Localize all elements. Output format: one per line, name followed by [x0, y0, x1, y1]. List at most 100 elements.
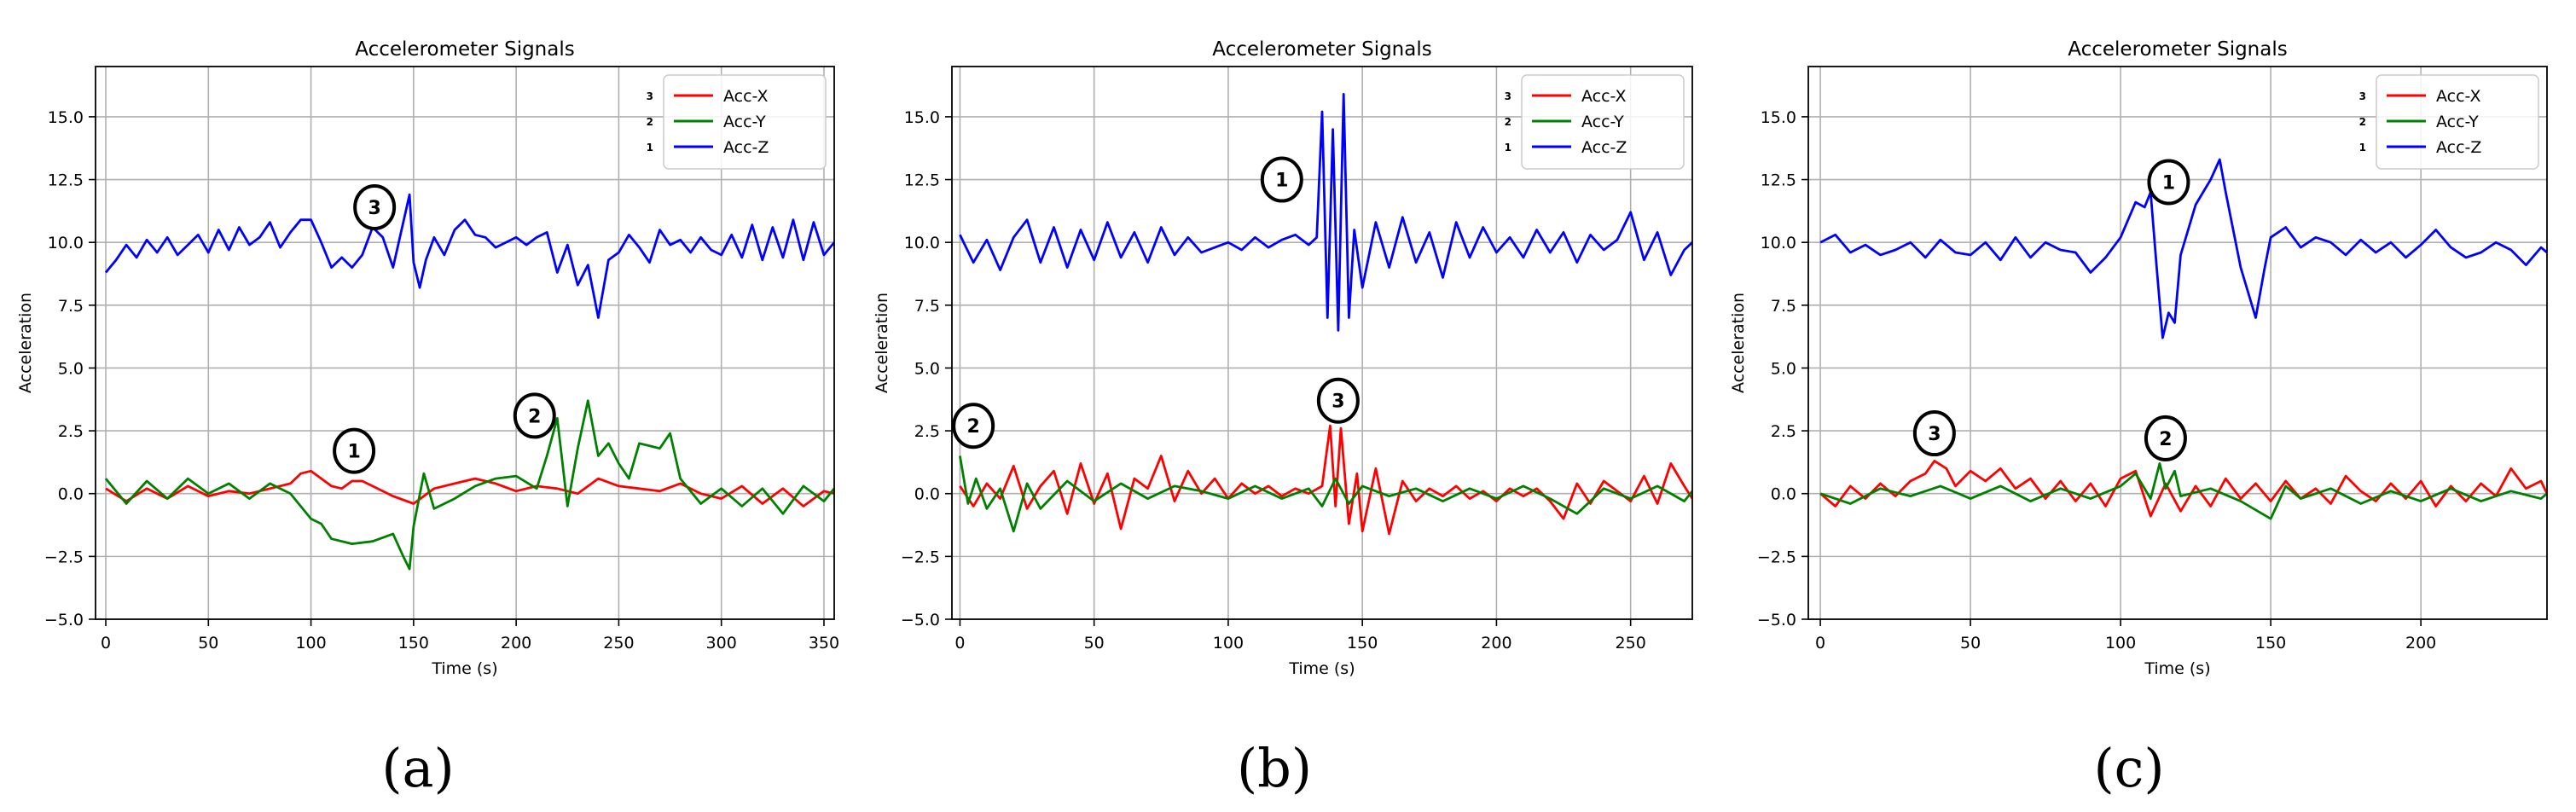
series-line-acc-z: [104, 193, 834, 319]
series-line-acc-y: [959, 455, 1692, 533]
series-line-acc-y: [1819, 462, 2547, 520]
y-tick-label: 0.0: [1771, 485, 1796, 504]
x-axis-label: Time (s): [2144, 659, 2210, 678]
y-tick-label: −2.5: [901, 548, 940, 566]
y-tick-label: 7.5: [914, 297, 940, 316]
annotation-circle: [2147, 159, 2190, 206]
annotation-number: 3: [368, 198, 380, 219]
x-tick-label: 0: [954, 634, 965, 652]
y-tick-label: 5.0: [914, 359, 940, 378]
y-tick-label: 2.5: [58, 422, 84, 441]
annotation-number: 3: [1332, 392, 1344, 413]
legend-label-acc-x: Acc-X: [1581, 87, 1626, 106]
annotation-circle: [513, 392, 556, 439]
y-tick-label: 7.5: [58, 297, 84, 316]
x-axis-label: Time (s): [1288, 659, 1355, 678]
x-tick-label: 0: [101, 634, 111, 652]
series-line-acc-x: [959, 424, 1692, 536]
annotation-marker-1: 1: [1260, 156, 1303, 203]
legend: 3 Acc-X 2 Acc-Y 1 Acc-Z: [647, 74, 827, 170]
annotation-marker-1: 1: [2147, 159, 2190, 206]
y-tick-label: −2.5: [44, 548, 84, 566]
plot-frame: [1807, 66, 2548, 620]
legend-label-acc-z: Acc-Z: [1581, 138, 1627, 157]
x-tick-label: 100: [1213, 634, 1244, 652]
x-tick-label: 100: [2105, 634, 2136, 652]
y-tick-label: 15.0: [904, 108, 940, 127]
chart-panel-1: 0 50 100 150 200 250 300 350 −5.0 −2.5 0.0 2.5 5.0 7.…: [16, 38, 839, 678]
x-tick-label: 350: [809, 634, 839, 652]
legend-label-acc-y: Acc-Y: [2436, 113, 2479, 131]
panel-caption-2: (b): [1237, 737, 1312, 799]
x-tick-label: 50: [198, 634, 218, 652]
annotation-marker-2: 2: [2144, 415, 2187, 461]
annotation-number: 1: [2162, 172, 2175, 194]
annotation-marker-3: 3: [1316, 377, 1360, 424]
y-tick-label: 12.5: [1761, 171, 1796, 190]
annotation-marker-1: 1: [333, 427, 376, 474]
x-tick-label: 150: [1347, 634, 1378, 652]
y-tick-label: 5.0: [1771, 359, 1796, 378]
plot-frame: [95, 66, 835, 620]
annotation-circle: [1316, 377, 1360, 424]
annotation-number: 1: [347, 442, 360, 463]
x-tick-label: 200: [1481, 634, 1511, 652]
y-tick-label: 10.0: [904, 234, 940, 252]
legend-marker-number: 1: [1505, 142, 1511, 154]
legend: 3 Acc-X 2 Acc-Y 1 Acc-Z: [2359, 74, 2539, 170]
legend-marker-number: 2: [647, 116, 653, 128]
chart-title: Accelerometer Signals: [355, 38, 574, 61]
legend-label-acc-x: Acc-X: [723, 87, 768, 106]
legend-marker-number: 2: [1505, 116, 1511, 128]
legend-marker-number: 3: [1505, 90, 1511, 102]
annotation-number: 3: [1928, 424, 1941, 445]
x-tick-label: 150: [398, 634, 429, 652]
legend-label-acc-z: Acc-Z: [2436, 138, 2481, 157]
annotation-marker-2: 2: [513, 392, 556, 439]
legend: 3 Acc-X 2 Acc-Y 1 Acc-Z: [1505, 74, 1685, 170]
y-tick-label: 2.5: [914, 422, 940, 441]
annotation-number: 1: [1275, 171, 1288, 192]
series-line-acc-y: [104, 399, 834, 571]
y-tick-label: 12.5: [48, 171, 84, 190]
chart-title: Accelerometer Signals: [2068, 38, 2287, 61]
chart-title: Accelerometer Signals: [1212, 38, 1431, 61]
x-tick-label: 250: [1616, 634, 1646, 652]
annotation-circle: [1260, 156, 1303, 203]
annotation-number: 2: [2159, 429, 2172, 450]
y-tick-label: 2.5: [1771, 422, 1796, 441]
legend-marker-number: 3: [2359, 90, 2366, 102]
legend-marker-number: 1: [2359, 142, 2366, 154]
annotation-circle: [333, 427, 376, 474]
y-tick-label: −5.0: [901, 611, 940, 629]
x-tick-label: 300: [706, 634, 737, 652]
y-tick-label: 7.5: [1771, 297, 1796, 316]
series-line-acc-z: [1819, 158, 2547, 339]
y-tick-label: 0.0: [914, 485, 940, 504]
legend-marker-number: 1: [647, 142, 653, 154]
y-axis-label: Acceleration: [1729, 293, 1748, 393]
x-tick-label: 0: [1815, 634, 1825, 652]
legend-marker-number: 2: [2359, 116, 2366, 128]
x-tick-label: 150: [2255, 634, 2286, 652]
y-tick-label: 10.0: [1761, 234, 1796, 252]
chart-panel-3: 0 50 100 150 200 −5.0 −2.5 0.0 2.5 5.0 7.5 10.0 12.5…: [1729, 38, 2548, 678]
x-tick-label: 50: [1084, 634, 1105, 652]
x-tick-label: 250: [603, 634, 634, 652]
panel-caption-3: (c): [2093, 737, 2164, 799]
x-axis-label: Time (s): [431, 659, 497, 678]
x-tick-label: 100: [295, 634, 326, 652]
y-tick-label: 0.0: [58, 485, 84, 504]
y-tick-label: 15.0: [1761, 108, 1796, 127]
y-tick-label: −5.0: [1757, 611, 1796, 629]
y-tick-label: 15.0: [48, 108, 84, 127]
annotation-marker-3: 3: [1912, 410, 1956, 457]
panel-caption-1: (a): [381, 737, 454, 799]
x-tick-label: 200: [501, 634, 531, 652]
series-line-acc-z: [959, 93, 1692, 332]
x-tick-label: 50: [1960, 634, 1981, 652]
legend-marker-number: 3: [647, 90, 653, 102]
annotation-circle: [952, 403, 995, 450]
annotation-circle: [1912, 410, 1956, 457]
